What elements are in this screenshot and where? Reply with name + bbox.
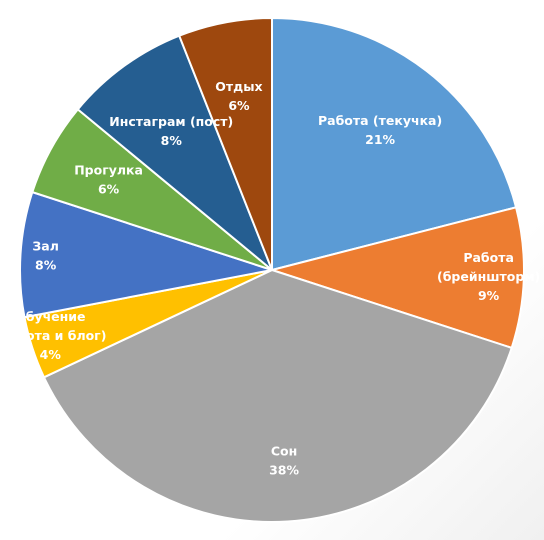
slice-value-label: 6% [228, 98, 250, 113]
slice-label: Сон 38% [269, 444, 299, 478]
pie-labels: Работа (текучка) 21% Работа (брейншторм) 9% С… [0, 79, 540, 477]
pie-slice [271, 16, 518, 272]
slice-value-label: 9% [478, 288, 500, 303]
pie-slice [76, 34, 273, 271]
pie-slices [19, 16, 525, 523]
slice-label: Прогулка 6% [74, 163, 143, 197]
slice-value-label: 38% [269, 463, 299, 478]
slice-label: Инстаграм (пост) 8% [109, 114, 233, 148]
slice-category-label: Обучение [15, 309, 85, 324]
pie-slice [268, 206, 525, 350]
slice-category-label: Отдых [215, 79, 262, 94]
slice-label: Работа (брейншторм) 9% [437, 250, 540, 303]
slice-value-label: 8% [161, 133, 183, 148]
slice-category-label: Работа [463, 250, 514, 265]
slice-category-label: Прогулка [74, 163, 143, 178]
pie-slice [177, 16, 273, 271]
slice-label: Зал 8% [32, 238, 58, 272]
slice-label: Работа (текучка) 21% [318, 113, 442, 147]
slice-value-label: 21% [365, 132, 395, 147]
slice-label: Обучение (работа и блог) 4% [0, 309, 106, 362]
slice-value-label: 4% [40, 347, 62, 362]
slice-category-label: Зал [32, 238, 58, 253]
slice-category-label: Работа (текучка) [318, 113, 442, 128]
slice-value-label: 8% [35, 257, 57, 272]
slice-category-label: Инстаграм (пост) [109, 114, 233, 129]
slice-category-label: (брейншторм) [437, 269, 540, 284]
pie-slice [19, 190, 273, 319]
slice-value-label: 6% [98, 182, 120, 197]
pie-slice [42, 268, 513, 523]
slice-category-label: (работа и блог) [0, 328, 106, 343]
slice-label: Отдых 6% [215, 79, 262, 113]
slice-category-label: Сон [271, 444, 297, 459]
